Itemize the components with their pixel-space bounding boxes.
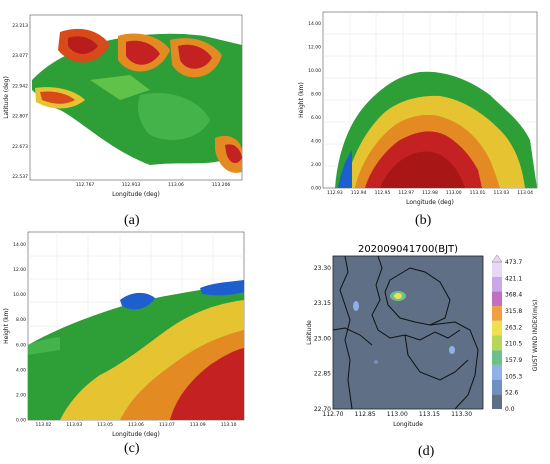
panel-a-xtick: 112.913 xyxy=(122,182,141,188)
panel-c-ytick: 14.00 xyxy=(13,242,26,248)
colorbar-tick: 52.6 xyxy=(505,390,519,397)
panel-a xyxy=(29,14,243,181)
panel-a-ytick: 22.807 xyxy=(12,114,28,120)
panel-b-xtick: 113.01 xyxy=(470,190,486,196)
panel-c-ytick: 4.00 xyxy=(16,367,26,373)
panel-d-label: (d) xyxy=(418,444,435,459)
colorbar-segment xyxy=(492,291,502,307)
panel-c-ytick: 12.00 xyxy=(13,267,26,273)
panel-d-ytick: 23.15 xyxy=(314,300,331,307)
panel-b-ytick: 12.00 xyxy=(308,45,321,51)
panel-c-xtick: 113.03 xyxy=(66,422,82,428)
panel-b xyxy=(322,11,538,189)
panel-d-ytick: 23.30 xyxy=(314,265,331,272)
colorbar-segment xyxy=(492,364,502,380)
panel-d-title: 202009041700(BJT) xyxy=(358,244,458,255)
panel-a-ytick: 22.537 xyxy=(12,174,28,180)
colorbar-extend-arrow xyxy=(491,254,503,263)
colorbar-segment xyxy=(492,379,502,395)
panel-b-xtick: 113.04 xyxy=(517,190,533,196)
panel-c-ytick: 0.00 xyxy=(16,418,26,424)
panel-b-ytick: 8.00 xyxy=(311,92,321,98)
panel-c-xtick: 113.09 xyxy=(190,422,206,428)
panel-a-xtick: 113.206 xyxy=(212,182,231,188)
panel-b-xlabel: Longitude (deg) xyxy=(406,199,454,206)
colorbar-tick: 263.2 xyxy=(505,324,522,331)
colorbar-tick: 473.7 xyxy=(505,259,522,266)
panel-b-ytick: 14.00 xyxy=(308,21,321,27)
panel-b-ytick: 0.00 xyxy=(311,186,321,192)
panel-b-field xyxy=(335,71,537,188)
colorbar-tick: 210.5 xyxy=(505,341,522,348)
panel-a-ytick: 23.077 xyxy=(12,53,28,59)
panel-a-xtick: 112.767 xyxy=(76,182,95,188)
panel-d-ytick: 22.85 xyxy=(314,371,331,378)
colorbar-tick: 315.8 xyxy=(505,308,522,315)
panel-b-label: (b) xyxy=(415,213,432,228)
colorbar-segment xyxy=(492,262,502,277)
colorbar-tick: 421.1 xyxy=(505,275,522,282)
colorbar-segment xyxy=(492,306,502,321)
panel-b-ytick: 6.00 xyxy=(311,115,321,121)
colorbar-segment xyxy=(492,394,502,409)
panel-c-ytick: 10.00 xyxy=(13,292,26,298)
panel-b-ylabel: Height (km) xyxy=(298,82,305,118)
panel-d-xtick: 113.00 xyxy=(387,411,408,418)
panel-d-xtick: 113.30 xyxy=(451,411,472,418)
panel-b-xtick: 112.93 xyxy=(327,190,343,196)
panel-c-xtick: 113.05 xyxy=(97,422,113,428)
panel-d-xtick: 112.85 xyxy=(355,411,376,418)
panel-d-xlabel: Longitude xyxy=(393,421,423,428)
panel-c-ytick: 6.00 xyxy=(16,342,26,348)
panel-c-ylabel: Height (km) xyxy=(3,308,10,344)
panel-a-ytick: 23.213 xyxy=(12,23,28,29)
panel-a-ylabel: Latitude (deg) xyxy=(3,76,10,119)
colorbar-tick: 105.3 xyxy=(505,373,522,380)
panel-b-ytick: 4.00 xyxy=(311,139,321,145)
panel-d-gust-spots xyxy=(353,291,455,364)
panel-a-xlabel: Longitude (deg) xyxy=(112,191,160,198)
colorbar-segment xyxy=(492,320,502,336)
colorbar-segment xyxy=(492,350,502,365)
panel-d-ytick: 22.70 xyxy=(314,406,331,413)
panel-d: 202009041700(BJT) xyxy=(332,244,484,410)
panel-a-field xyxy=(32,18,242,173)
panel-c-label: (c) xyxy=(124,441,140,456)
panel-c xyxy=(27,231,245,421)
panel-b-xtick: 113.00 xyxy=(446,190,462,196)
panel-d-boundaries xyxy=(332,255,479,410)
panel-b-ytick: 2.00 xyxy=(311,162,321,168)
panel-c-xlabel: Longitude (deg) xyxy=(112,431,160,438)
panel-d-xtick: 113.15 xyxy=(419,411,440,418)
panel-c-xtick: 113.10 xyxy=(221,422,237,428)
colorbar-segment xyxy=(492,276,502,292)
panel-c-field xyxy=(28,280,244,420)
panel-b-xtick: 112.98 xyxy=(422,190,438,196)
panel-b-ytick: 10.00 xyxy=(308,68,321,74)
generated-axes: 112.767 112.913 113.06 113.206 23.213 23.077 2… xyxy=(3,21,539,438)
panel-a-ytick: 22.942 xyxy=(12,83,28,89)
colorbar-tick: 157.9 xyxy=(505,357,522,364)
panel-d-ylabel: Latitude xyxy=(306,320,313,345)
colorbar-label: GUST WIND INDEX(m/s) xyxy=(532,300,539,372)
panel-b-xtick: 112.94 xyxy=(351,190,367,196)
panel-c-xtick: 113.07 xyxy=(159,422,175,428)
panel-a-label: (a) xyxy=(124,213,140,228)
panel-c-ytick: 8.00 xyxy=(16,317,26,323)
panel-c-xtick: 113.06 xyxy=(128,422,144,428)
panel-b-xtick: 112.95 xyxy=(375,190,391,196)
panel-b-xtick: 113.03 xyxy=(493,190,509,196)
panel-c-ytick: 2.00 xyxy=(16,392,26,398)
colorbar-tick: 0.0 xyxy=(505,406,515,413)
panel-d-ytick: 23.00 xyxy=(314,335,331,342)
panel-d-map-background xyxy=(332,255,484,410)
colorbar-segment xyxy=(492,335,502,351)
panel-a-ytick: 22.673 xyxy=(12,144,28,150)
panel-a-xtick: 113.06 xyxy=(168,182,184,188)
panel-c-xtick: 113.02 xyxy=(36,422,52,428)
colorbar-tick: 368.4 xyxy=(505,292,522,299)
panel-d-xtick: 112.70 xyxy=(323,411,344,418)
panel-b-xtick: 112.97 xyxy=(398,190,414,196)
